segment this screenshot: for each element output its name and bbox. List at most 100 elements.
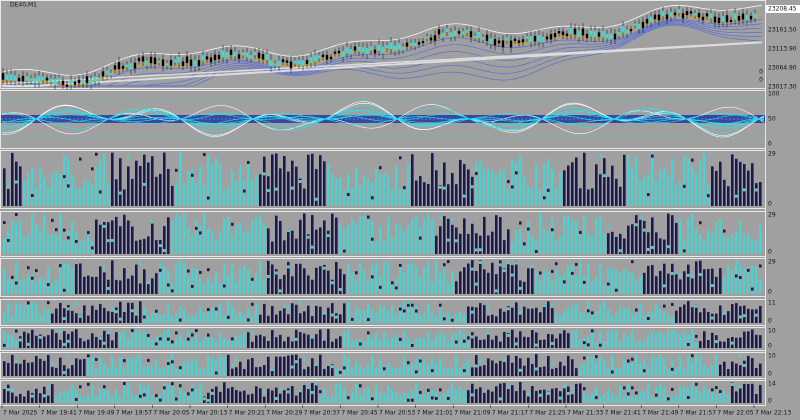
dot-column xyxy=(3,312,6,323)
dot-cell xyxy=(579,230,582,234)
dot-column xyxy=(295,395,298,403)
dot-column xyxy=(307,275,310,294)
dot-column xyxy=(479,387,482,403)
dot-column xyxy=(59,213,62,254)
dot-column xyxy=(3,237,6,254)
dot-column xyxy=(99,158,102,206)
dot-column xyxy=(139,301,142,323)
dot-column xyxy=(163,383,166,403)
dot-column xyxy=(567,216,570,254)
dot-column xyxy=(355,224,358,254)
dot-cell xyxy=(263,172,266,176)
pane-scale-label: 0 xyxy=(768,398,772,405)
candle-body xyxy=(89,79,93,85)
dot-cell xyxy=(191,284,194,288)
dot-cell xyxy=(647,193,650,197)
dot-column xyxy=(163,331,166,348)
dot-column xyxy=(359,215,362,254)
dot-column xyxy=(291,341,294,348)
dot-cell xyxy=(299,180,302,184)
dot-column xyxy=(75,187,78,206)
dot-column xyxy=(675,393,678,403)
dot-column xyxy=(439,332,442,348)
dot-column xyxy=(543,304,546,323)
dot-column xyxy=(211,388,214,403)
candle-body xyxy=(633,23,637,26)
dot-column xyxy=(343,388,346,403)
dot-column xyxy=(523,336,526,348)
dot-column xyxy=(71,310,74,323)
dot-column xyxy=(691,382,694,403)
dot-column xyxy=(639,180,642,206)
dot-column xyxy=(87,275,90,294)
dot-cell xyxy=(575,262,578,266)
dot-column xyxy=(687,301,690,323)
dot-cell xyxy=(555,262,558,266)
oscillator-line xyxy=(1,104,765,135)
dot-column xyxy=(151,278,154,294)
dot-cell xyxy=(723,229,726,233)
dot-column xyxy=(735,303,738,323)
candle-body xyxy=(597,32,601,37)
dot-column xyxy=(107,222,110,254)
dot-cell xyxy=(147,333,150,337)
dot-cell xyxy=(143,182,146,186)
dot-column xyxy=(147,236,150,254)
dot-column xyxy=(479,366,482,376)
dot-cell xyxy=(567,391,570,395)
dot-column xyxy=(51,233,54,254)
dot-column xyxy=(679,180,682,206)
dot-column xyxy=(651,331,654,348)
dot-cell xyxy=(671,302,674,306)
dot-column xyxy=(363,367,366,376)
dot-column xyxy=(663,358,666,376)
dot-cell xyxy=(275,271,278,275)
dot-column xyxy=(23,278,26,294)
dot-column xyxy=(171,341,174,348)
dot-column xyxy=(431,282,434,294)
dot-column xyxy=(399,304,402,323)
dot-column xyxy=(659,308,662,323)
dot-column xyxy=(219,302,222,323)
dot-column xyxy=(271,390,274,403)
dot-column xyxy=(303,385,306,403)
dot-column xyxy=(23,180,26,206)
dot-cell xyxy=(15,180,18,184)
dot-column xyxy=(555,269,558,294)
dot-cell xyxy=(295,360,298,364)
dot-cell xyxy=(479,248,482,252)
dot-column xyxy=(239,222,242,254)
dot-column xyxy=(547,301,550,323)
dot-column xyxy=(31,168,34,206)
dot-column xyxy=(211,337,214,348)
dot-column xyxy=(743,163,746,206)
dot-column xyxy=(515,161,518,206)
dot-cell xyxy=(599,343,602,347)
dot-column xyxy=(515,261,518,294)
dot-column xyxy=(247,332,250,348)
candle-body xyxy=(65,84,69,87)
dot-cell xyxy=(443,317,446,321)
dot-column xyxy=(83,396,86,403)
dot-cell xyxy=(67,236,70,240)
dot-cell xyxy=(131,309,134,313)
dot-column xyxy=(579,364,582,376)
dot-column xyxy=(67,305,70,323)
candle-body xyxy=(361,47,365,53)
candle-body xyxy=(325,54,329,60)
dot-column xyxy=(159,262,162,294)
dot-column xyxy=(55,170,58,206)
dot-column xyxy=(7,231,10,254)
dot-column xyxy=(651,153,654,206)
dot-column xyxy=(567,333,570,348)
dot-column xyxy=(11,392,14,403)
dot-column xyxy=(95,166,98,206)
dot-cell xyxy=(143,393,146,397)
dot-column xyxy=(679,307,682,323)
dot-column xyxy=(171,185,174,206)
dot-column xyxy=(191,235,194,254)
dot-column xyxy=(279,334,282,348)
dot-column xyxy=(3,168,6,206)
dot-column xyxy=(535,390,538,403)
dot-cell xyxy=(571,271,574,275)
